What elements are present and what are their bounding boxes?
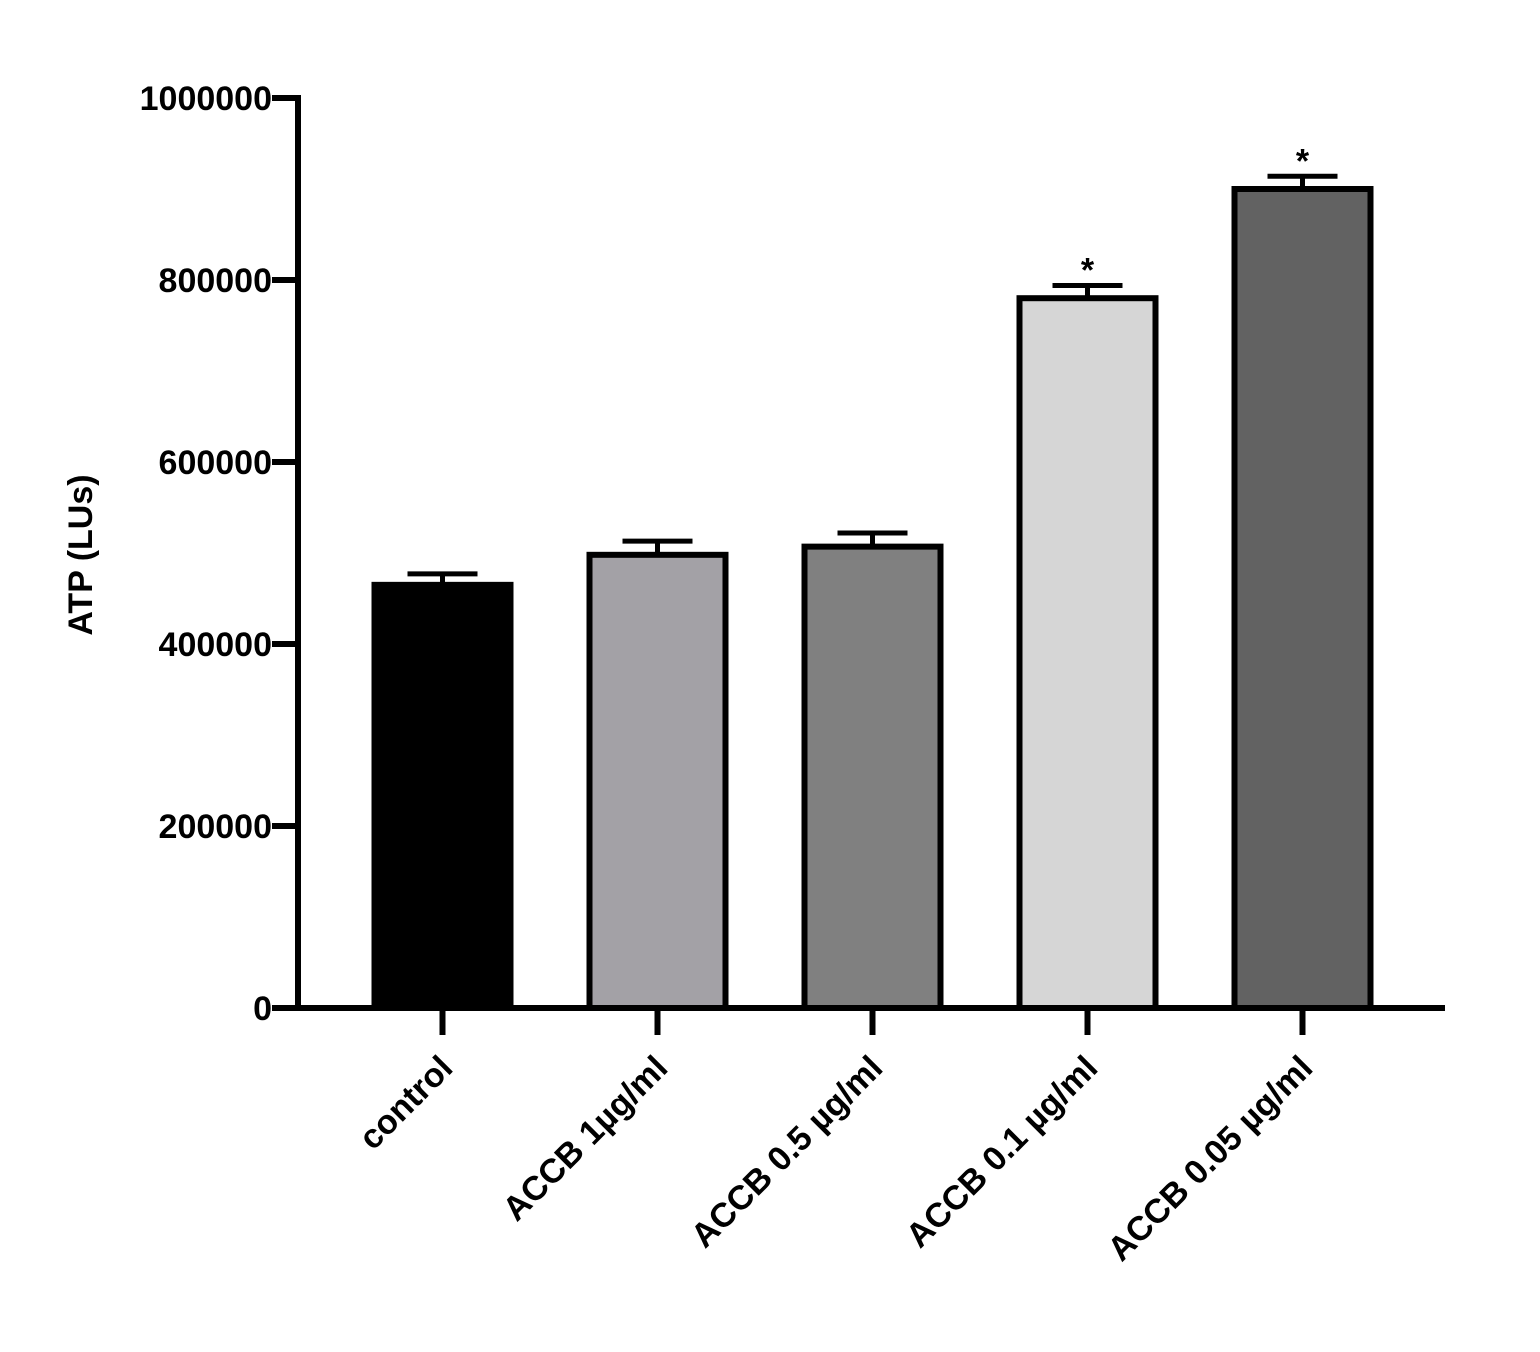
significance-marker: * [1296,142,1310,180]
y-tick-label: 200000 [159,808,272,846]
y-tick-label: 0 [253,990,272,1028]
x-tick-label: control [352,1049,460,1157]
bar [1231,186,1374,1011]
bar [801,543,944,1011]
bar [371,581,514,1011]
x-tick-label: ACCB 0.05 µg/ml [1100,1049,1320,1269]
y-tick-label: 1000000 [140,80,272,118]
bar [1016,295,1159,1011]
bar [586,551,729,1011]
y-tick-label: 400000 [159,626,272,664]
y-tick-label: 600000 [159,444,272,482]
x-tick-label: ACCB 0.1 µg/ml [899,1049,1105,1255]
x-tick-label: ACCB 1µg/ml [496,1049,676,1229]
y-tick-label: 800000 [159,262,272,300]
x-tick-label: ACCB 0.5 µg/ml [684,1049,890,1255]
y-axis-label: ATP (LUs) [62,474,100,635]
significance-marker: * [1081,251,1095,289]
